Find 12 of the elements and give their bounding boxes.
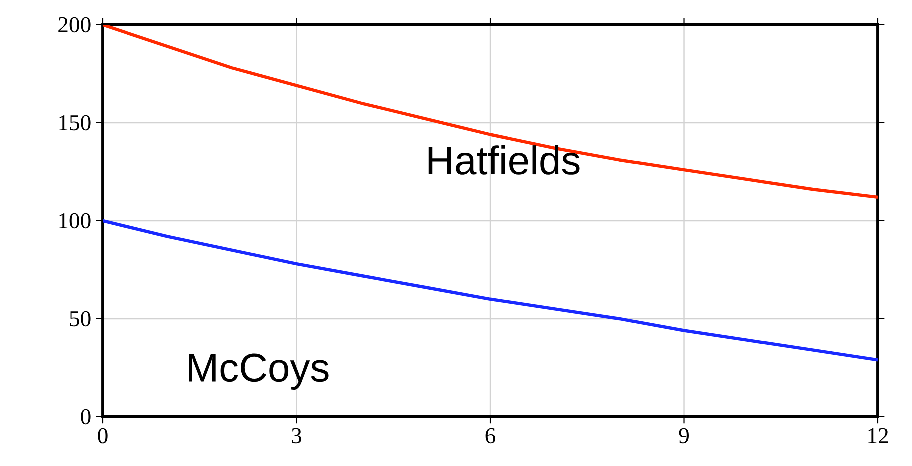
y-tick-label: 0 <box>81 409 91 425</box>
x-tick-label: 9 <box>679 428 690 444</box>
series-label: Hatfields <box>428 146 580 175</box>
x-tick-label: 6 <box>486 428 496 444</box>
y-tick-label: 200 <box>58 17 91 33</box>
x-tick-label: 3 <box>292 428 302 444</box>
y-tick-label: 100 <box>60 213 91 229</box>
x-tick-label: 12 <box>868 428 888 444</box>
x-tick-label: 0 <box>98 428 108 444</box>
y-tick-label: 50 <box>70 311 91 327</box>
text: McCoys <box>189 354 329 390</box>
y-tick-label: 150 <box>60 115 91 131</box>
